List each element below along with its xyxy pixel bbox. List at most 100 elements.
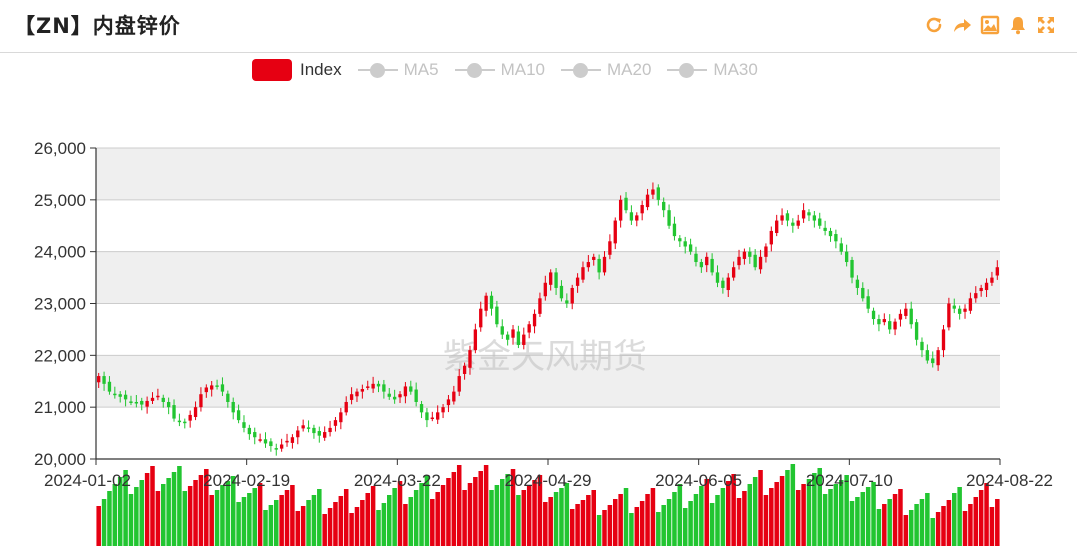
bell-icon[interactable] <box>1007 14 1029 36</box>
candle-body <box>387 393 391 397</box>
candle-body <box>592 256 596 260</box>
fullscreen-icon[interactable] <box>1035 14 1057 36</box>
volume-bar <box>322 514 327 546</box>
candle-body <box>721 280 725 288</box>
volume-bar <box>779 476 785 546</box>
volume-bar <box>790 464 796 546</box>
candle-body <box>748 251 752 257</box>
candle-body <box>699 262 704 268</box>
legend-item-index[interactable]: Index <box>252 59 342 81</box>
candle-body <box>586 262 591 268</box>
candle-body <box>339 412 343 423</box>
volume-bar <box>462 490 467 546</box>
candle-body <box>818 218 822 226</box>
legend-label-ma5: MA5 <box>403 60 439 79</box>
volume-bar <box>844 475 849 546</box>
volume-bar <box>806 479 812 546</box>
volume-bar <box>968 504 973 546</box>
volume-bar <box>500 479 505 546</box>
volume-bar <box>392 488 397 546</box>
volume-bar <box>634 507 640 546</box>
volume-bar <box>795 490 801 546</box>
volume-bar <box>483 465 489 546</box>
candle-body <box>882 319 886 323</box>
volume-bar <box>526 485 532 546</box>
candle-body <box>683 241 687 247</box>
volume-bar <box>575 504 580 546</box>
volume-bar <box>505 474 510 546</box>
refresh-icon[interactable] <box>923 14 945 36</box>
share-icon[interactable] <box>951 14 973 36</box>
candle-body <box>974 293 978 299</box>
volume-bar <box>413 490 419 546</box>
volume-bar <box>204 469 209 546</box>
legend-swatch-ma30 <box>667 59 708 81</box>
legend-item-ma5[interactable]: MA5 <box>357 59 439 81</box>
volume-bar <box>801 484 806 546</box>
volume-bar <box>225 481 231 546</box>
candle-body <box>909 308 913 325</box>
candle-body <box>812 215 817 221</box>
volume-bar <box>919 499 925 546</box>
candle-body <box>97 376 101 383</box>
candle-body <box>505 334 510 340</box>
candle-body <box>403 386 408 397</box>
volume-bar <box>451 472 457 546</box>
y-tick-label: 23,000 <box>34 295 86 314</box>
volume-bar <box>892 494 898 546</box>
legend-item-ma10[interactable]: MA10 <box>454 59 545 81</box>
volume-bar <box>214 490 220 546</box>
candle-body <box>731 267 736 278</box>
volume-bar <box>914 504 919 546</box>
volume-bar <box>559 488 564 546</box>
volume-bar <box>656 512 661 546</box>
candle-body <box>301 425 305 429</box>
candle-body <box>247 427 252 435</box>
chart-legend: Index MA5 MA10 MA20 MA30 <box>252 57 774 83</box>
candle-body <box>920 341 924 351</box>
x-tick-label: 2024-04-29 <box>505 471 592 490</box>
candle-body <box>344 401 348 413</box>
candle-body <box>296 430 300 438</box>
candle-body <box>441 407 445 413</box>
volume-bar <box>478 471 483 546</box>
volume-bar <box>618 494 623 546</box>
volume-bar <box>166 478 171 546</box>
volume-bar <box>758 470 763 546</box>
candle-body <box>210 385 214 390</box>
legend-item-ma20[interactable]: MA20 <box>560 59 651 81</box>
candle-body <box>775 220 779 234</box>
candle-body <box>527 324 531 333</box>
save-image-icon[interactable] <box>979 14 1001 36</box>
legend-item-ma30[interactable]: MA30 <box>667 59 758 81</box>
volume-bar <box>553 492 559 546</box>
volume-bar <box>96 506 101 546</box>
x-tick-label: 2024-06-05 <box>655 471 742 490</box>
candle-body <box>575 277 580 286</box>
candle-body <box>290 437 295 443</box>
candle-body <box>866 296 870 309</box>
candle-body <box>123 394 128 400</box>
plot-band <box>96 199 1000 252</box>
volume-bar <box>171 472 177 546</box>
volume-bar <box>941 506 946 546</box>
volume-bar <box>343 489 349 546</box>
candle-body <box>140 400 144 405</box>
candle-body <box>522 334 526 345</box>
candle-body <box>963 308 967 312</box>
candle-body <box>850 259 854 278</box>
candle-body <box>801 210 806 219</box>
volume-bar <box>117 477 123 546</box>
candle-body <box>608 241 612 255</box>
candle-body <box>269 441 273 447</box>
candle-body <box>457 376 461 392</box>
legend-label-ma30: MA30 <box>713 60 758 79</box>
candle-body <box>549 272 553 285</box>
candle-body <box>925 350 930 361</box>
candle-body <box>323 432 327 438</box>
volume-bar <box>623 488 629 546</box>
candle-body <box>107 381 112 392</box>
candle-body <box>861 287 865 299</box>
candle-body <box>796 220 800 226</box>
